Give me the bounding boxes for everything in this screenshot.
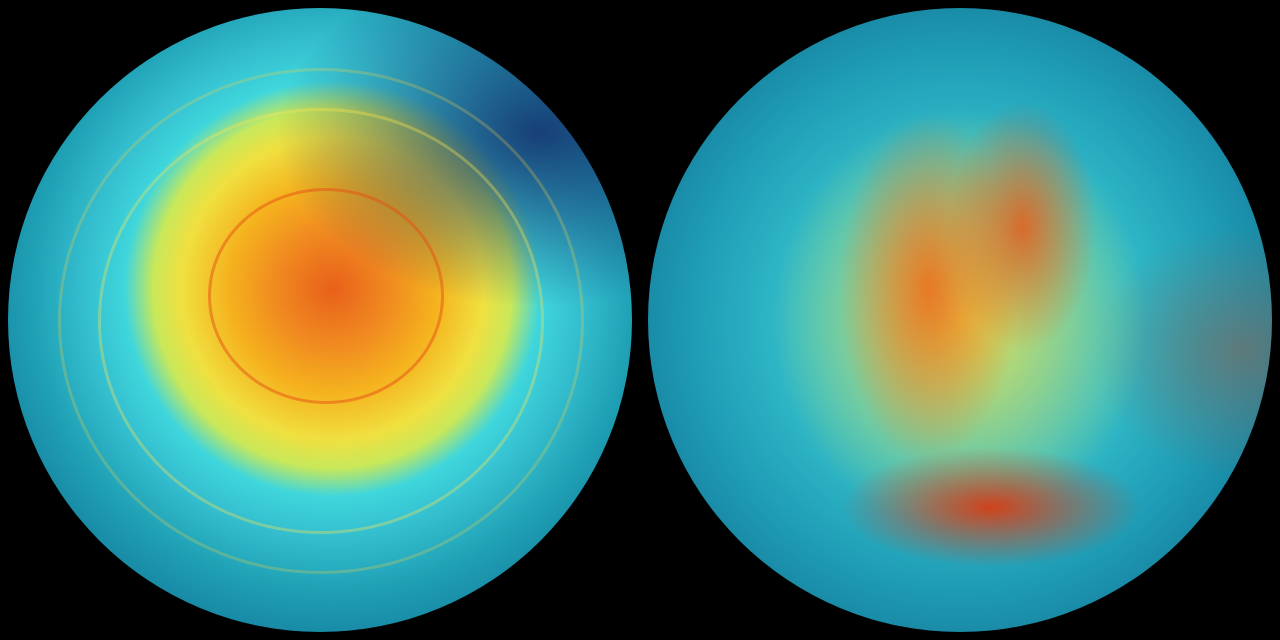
left-globe-visualization [8,8,632,632]
swirl-band [208,188,444,404]
globe-shading [8,8,632,632]
swirl-band [58,68,584,574]
globe-shading [648,8,1272,632]
right-globe-visualization [648,8,1272,632]
